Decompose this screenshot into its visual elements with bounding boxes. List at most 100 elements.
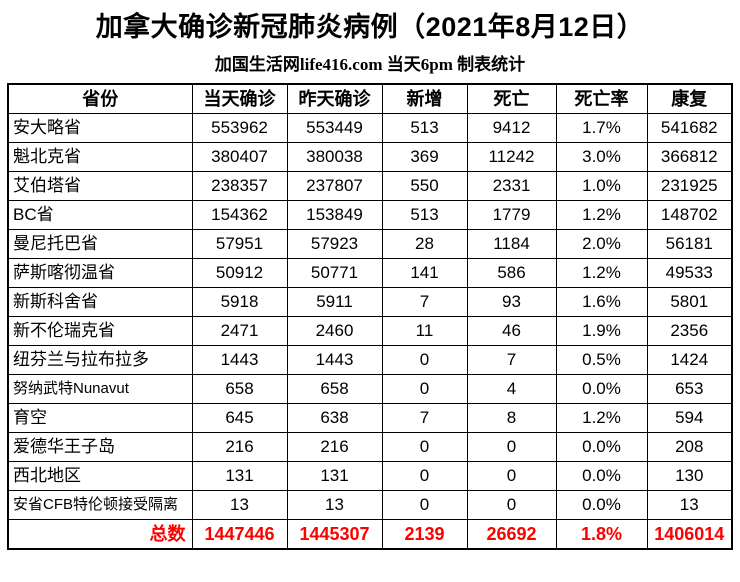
cell-value: 13: [646, 490, 733, 520]
cell-value: 1.2%: [555, 258, 648, 288]
cell-value: 550: [381, 171, 468, 201]
cell-value: 653: [646, 374, 733, 404]
table-row: 纽芬兰与拉布拉多 1443 1443 0 7 0.5% 1424: [7, 345, 733, 375]
cell-value: 2356: [646, 316, 733, 346]
cell-value: 13: [286, 490, 383, 520]
column-header: 昨天确诊: [286, 83, 383, 114]
cell-value: 1.9%: [555, 316, 648, 346]
cell-value: 231925: [646, 171, 733, 201]
cell-value: 0.0%: [555, 461, 648, 491]
cell-value: 4: [466, 374, 557, 404]
cell-value: 93: [466, 287, 557, 317]
cell-value: 141: [381, 258, 468, 288]
cell-value: 658: [286, 374, 383, 404]
cell-value: 11242: [466, 142, 557, 172]
cell-value: 0: [466, 432, 557, 462]
cell-value: 2.0%: [555, 229, 648, 259]
cell-value: 2471: [191, 316, 288, 346]
cell-value: 0: [381, 345, 468, 375]
cell-value: 513: [381, 200, 468, 230]
province-name: 西北地区: [7, 461, 193, 491]
column-header: 康复: [646, 83, 733, 114]
province-name: 曼尼托巴省: [7, 229, 193, 259]
cell-value: 0: [381, 490, 468, 520]
cell-value: 553449: [286, 113, 383, 143]
cell-value: 9412: [466, 113, 557, 143]
column-header: 当天确诊: [191, 83, 288, 114]
page-subtitle: 加国生活网life416.com 当天6pm 制表统计: [214, 55, 526, 74]
table-row: 安省CFB特伦顿接受隔离 13 13 0 0 0.0% 13: [7, 490, 733, 520]
cell-value: 131: [286, 461, 383, 491]
cell-value: 541682: [646, 113, 733, 143]
table-row: 艾伯塔省 238357 237807 550 2331 1.0% 231925: [7, 171, 733, 201]
cell-value: 50912: [191, 258, 288, 288]
cell-value: 658: [191, 374, 288, 404]
cell-value: 2331: [466, 171, 557, 201]
cell-value: 366812: [646, 142, 733, 172]
totals-value: 1406014: [646, 519, 733, 550]
cell-value: 5918: [191, 287, 288, 317]
totals-value: 1.8%: [555, 519, 648, 550]
cell-value: 7: [466, 345, 557, 375]
cell-value: 1.2%: [555, 200, 648, 230]
table-row: 安大略省 553962 553449 513 9412 1.7% 541682: [7, 113, 733, 143]
cell-value: 553962: [191, 113, 288, 143]
covid-table: 省份 当天确诊 昨天确诊 新增 死亡 死亡率 康复 安大略省 553962 553449 513 9…: [7, 83, 733, 550]
table-row: 育空 645 638 7 8 1.2% 594: [7, 403, 733, 433]
cell-value: 1184: [466, 229, 557, 259]
cell-value: 594: [646, 403, 733, 433]
table-row: 魁北克省 380407 380038 369 11242 3.0% 366812: [7, 142, 733, 172]
totals-row: 总数 1447446 1445307 2139 26692 1.8% 1406014: [7, 519, 733, 550]
cell-value: 5911: [286, 287, 383, 317]
cell-value: 380407: [191, 142, 288, 172]
table-footer: 总数 1447446 1445307 2139 26692 1.8% 1406014: [7, 519, 733, 550]
totals-value: 1447446: [191, 519, 288, 550]
table-row: 努纳武特Nunavut 658 658 0 4 0.0% 653: [7, 374, 733, 404]
cell-value: 638: [286, 403, 383, 433]
cell-value: 0.0%: [555, 432, 648, 462]
province-name: 育空: [7, 403, 193, 433]
cell-value: 238357: [191, 171, 288, 201]
cell-value: 57923: [286, 229, 383, 259]
table-row: 新不伦瑞克省 2471 2460 11 46 1.9% 2356: [7, 316, 733, 346]
cell-value: 645: [191, 403, 288, 433]
province-name: 新斯科舍省: [7, 287, 193, 317]
cell-value: 208: [646, 432, 733, 462]
column-header: 死亡: [466, 83, 557, 114]
province-name: 安省CFB特伦顿接受隔离: [7, 490, 193, 520]
cell-value: 513: [381, 113, 468, 143]
cell-value: 237807: [286, 171, 383, 201]
cell-value: 50771: [286, 258, 383, 288]
column-header: 死亡率: [555, 83, 648, 114]
cell-value: 0: [381, 374, 468, 404]
province-name: BC省: [7, 200, 193, 230]
table-header: 省份 当天确诊 昨天确诊 新增 死亡 死亡率 康复: [7, 83, 733, 114]
cell-value: 148702: [646, 200, 733, 230]
cell-value: 1443: [286, 345, 383, 375]
cell-value: 131: [191, 461, 288, 491]
province-name: 新不伦瑞克省: [7, 316, 193, 346]
cell-value: 28: [381, 229, 468, 259]
totals-value: 1445307: [286, 519, 383, 550]
cell-value: 369: [381, 142, 468, 172]
province-name: 魁北克省: [7, 142, 193, 172]
column-header: 省份: [7, 83, 193, 114]
province-name: 萨斯喀彻温省: [7, 258, 193, 288]
cell-value: 154362: [191, 200, 288, 230]
province-name: 努纳武特Nunavut: [7, 374, 193, 404]
province-name: 安大略省: [7, 113, 193, 143]
totals-value: 26692: [466, 519, 557, 550]
cell-value: 586: [466, 258, 557, 288]
cell-value: 7: [381, 403, 468, 433]
totals-label: 总数: [7, 519, 193, 550]
table-row: 西北地区 131 131 0 0 0.0% 130: [7, 461, 733, 491]
cell-value: 1779: [466, 200, 557, 230]
cell-value: 1.2%: [555, 403, 648, 433]
cell-value: 216: [191, 432, 288, 462]
table-body: 安大略省 553962 553449 513 9412 1.7% 541682 魁北克省 380…: [7, 113, 733, 520]
province-name: 纽芬兰与拉布拉多: [7, 345, 193, 375]
cell-value: 216: [286, 432, 383, 462]
cell-value: 3.0%: [555, 142, 648, 172]
cell-value: 56181: [646, 229, 733, 259]
